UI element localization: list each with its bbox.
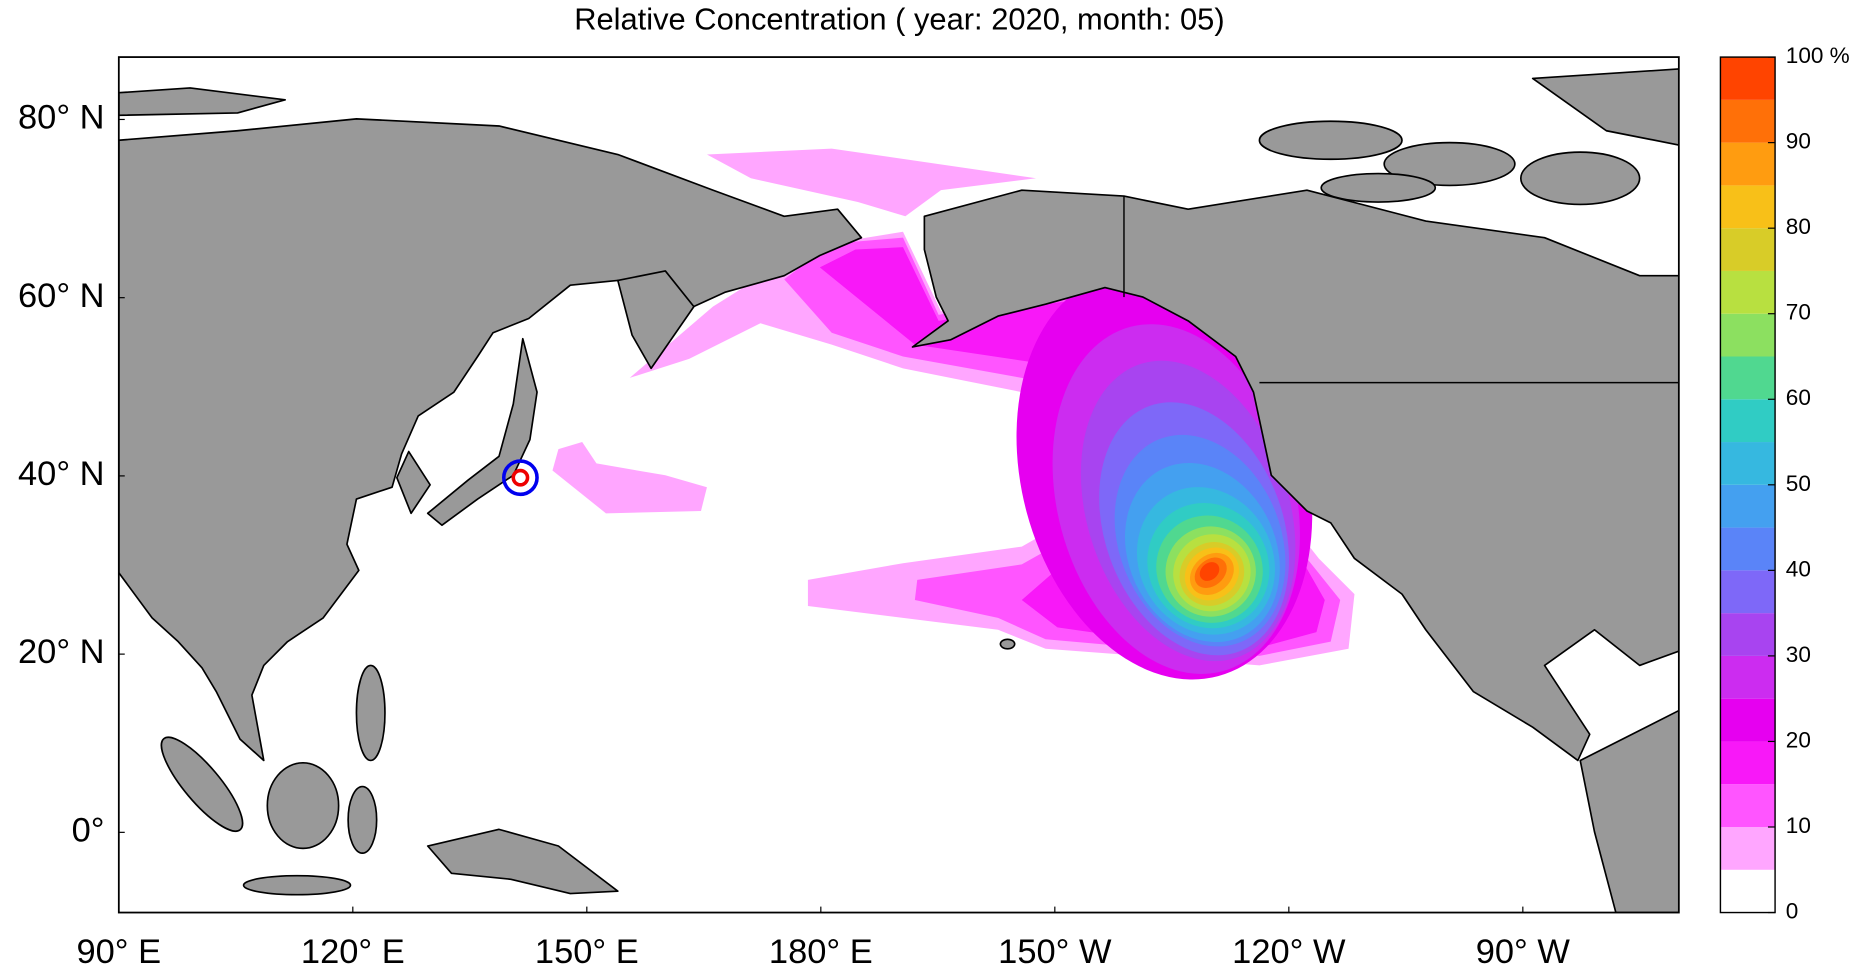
north-america <box>911 189 1679 762</box>
colorbar-bin <box>1720 313 1776 357</box>
colorbar-bin <box>1720 570 1776 614</box>
colorbar-bin <box>1720 613 1776 656</box>
colorbar-bin <box>1720 698 1776 742</box>
greenland <box>1531 68 1679 146</box>
map-frame <box>117 56 1680 914</box>
colorbar-bin <box>1720 270 1776 314</box>
kamchatka <box>616 270 695 370</box>
colorbar-tick-label: 80 <box>1786 214 1811 239</box>
philippines <box>355 664 386 762</box>
colorbar-tick-label: 0 <box>1786 899 1799 924</box>
arctic-island <box>1258 120 1403 161</box>
colorbar-bin <box>1720 484 1776 528</box>
x-tick-label: 120° W <box>1232 933 1346 971</box>
y-tick-label: 60° N <box>18 277 105 315</box>
arctic-island <box>1320 172 1437 203</box>
plume-contour <box>1199 562 1220 581</box>
x-tick-label: 180° E <box>769 933 873 971</box>
plume <box>552 148 1355 680</box>
siberia-north <box>118 87 286 117</box>
y-tick-label: 40° N <box>18 455 105 493</box>
colorbar-bin <box>1720 741 1776 785</box>
y-tick-label: 0° <box>72 811 105 849</box>
new-guinea <box>426 828 619 895</box>
x-tick-label: 120° E <box>301 933 405 971</box>
korea <box>396 450 431 515</box>
map-title: Relative Concentration ( year: 2020, mon… <box>574 2 1224 37</box>
hawaii <box>999 638 1016 650</box>
colorbar-tick-label: 10 <box>1786 813 1811 838</box>
arctic-island <box>1519 151 1641 206</box>
colorbar-bin <box>1720 99 1776 143</box>
source-marker <box>501 459 539 497</box>
colorbar-bin <box>1720 57 1776 100</box>
y-tick-label: 20° N <box>18 633 105 671</box>
plume-contour <box>706 148 1037 217</box>
japan <box>426 337 538 527</box>
colorbar-tick-label: 60 <box>1786 385 1811 410</box>
y-tick-label: 80° N <box>18 99 105 137</box>
colorbar-tick-label: 30 <box>1786 642 1811 667</box>
colorbar-bin <box>1720 356 1776 400</box>
colorbar-tick-label: 40 <box>1786 556 1811 581</box>
land <box>118 68 1679 913</box>
colorbar-bin <box>1720 399 1776 443</box>
plume-contour <box>552 442 707 514</box>
south-america <box>1579 709 1679 913</box>
colorbar-bin <box>1720 655 1776 699</box>
borneo <box>266 762 340 850</box>
source-point <box>511 468 530 487</box>
colorbar-bin <box>1720 228 1776 271</box>
sumatra <box>160 736 244 832</box>
borders <box>1123 196 1679 384</box>
source-ring <box>501 459 539 497</box>
colorbar-bin <box>1720 185 1776 229</box>
colorbar-tick-label: 100 % <box>1786 43 1850 68</box>
colorbar-tick-label: 90 <box>1786 129 1811 154</box>
x-tick-label: 150° E <box>535 933 639 971</box>
colorbar-bin <box>1720 442 1776 485</box>
colorbar-bin <box>1720 869 1776 913</box>
java <box>242 874 352 896</box>
colorbar-bin <box>1720 826 1776 870</box>
x-tick-label: 150° W <box>998 933 1112 971</box>
x-tick-label: 90° W <box>1476 933 1571 971</box>
arctic-island <box>1383 141 1516 187</box>
sulawesi <box>347 785 378 854</box>
colorbar-tick-label: 50 <box>1786 471 1811 496</box>
colorbar-bin <box>1720 784 1776 827</box>
x-tick-label: 90° E <box>77 933 162 971</box>
colorbar-tick-label: 70 <box>1786 300 1811 325</box>
colorbar-tick-label: 20 <box>1786 727 1811 752</box>
colorbar-bin <box>1720 527 1776 571</box>
eurasia <box>118 118 863 762</box>
colorbar-bin <box>1720 142 1776 186</box>
